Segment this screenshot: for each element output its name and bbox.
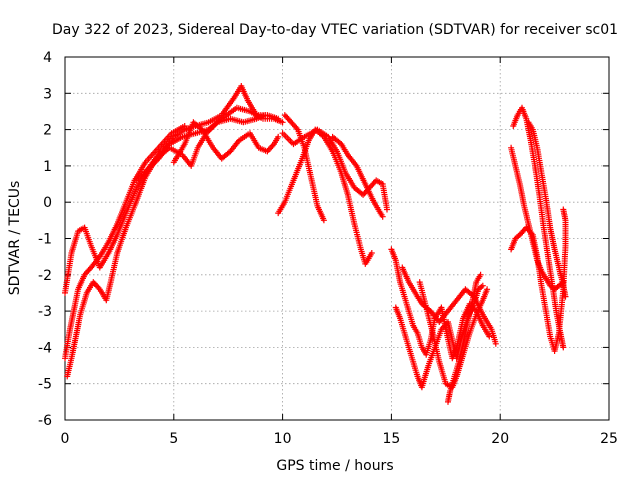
x-axis-label: GPS time / hours	[276, 458, 393, 474]
series-track-2	[62, 123, 188, 362]
series-track-8	[279, 126, 390, 213]
data-point	[486, 333, 493, 340]
data-point	[320, 217, 327, 224]
data-point	[479, 282, 486, 289]
y-tick-label: -4	[38, 340, 52, 356]
y-tick-label: -6	[38, 413, 52, 429]
y-tick-label: -5	[38, 377, 52, 393]
series-track-18	[525, 119, 569, 300]
series-track-9	[329, 133, 386, 220]
series-track-7	[281, 112, 327, 224]
series-track-15	[510, 104, 567, 351]
x-tick-label: 20	[491, 431, 509, 447]
y-axis-label: SDTVAR / TECUs	[7, 181, 23, 296]
data-point	[477, 271, 484, 278]
x-tick-label: 5	[169, 431, 178, 447]
x-tick-label: 0	[61, 431, 70, 447]
y-tick-label: 2	[43, 123, 52, 139]
x-tick-label: 15	[382, 431, 400, 447]
data-point	[275, 133, 282, 140]
data-point	[368, 250, 375, 256]
series-track-5	[133, 104, 286, 184]
chart-title: Day 322 of 2023, Sidereal Day-to-day VTE…	[52, 22, 618, 38]
data-point	[384, 206, 390, 213]
data-point	[562, 293, 569, 300]
y-tick-label: 3	[43, 86, 52, 102]
plot-frame	[64, 56, 610, 421]
x-tick-label: 10	[274, 431, 292, 447]
tick-labels: 0 5 10 15 20 25 -6 -5 -4 -3 -2 -1 0 1 2 3 4	[38, 50, 618, 447]
data-marks	[62, 83, 569, 405]
data-point	[181, 123, 188, 129]
y-tick-label: -2	[38, 268, 52, 284]
data-point	[560, 344, 567, 351]
y-tick-label: 1	[43, 159, 52, 175]
data-point	[379, 213, 386, 220]
y-tick-label: -3	[38, 304, 52, 320]
y-tick-label: 4	[43, 50, 52, 66]
series-track-14	[445, 271, 484, 405]
data-point	[279, 119, 286, 126]
data-point	[484, 286, 491, 293]
data-point	[560, 206, 567, 213]
y-tick-label: -1	[38, 232, 52, 248]
x-tick-label: 25	[600, 431, 618, 447]
data-point	[492, 340, 499, 347]
y-tick-label: 0	[43, 195, 52, 211]
